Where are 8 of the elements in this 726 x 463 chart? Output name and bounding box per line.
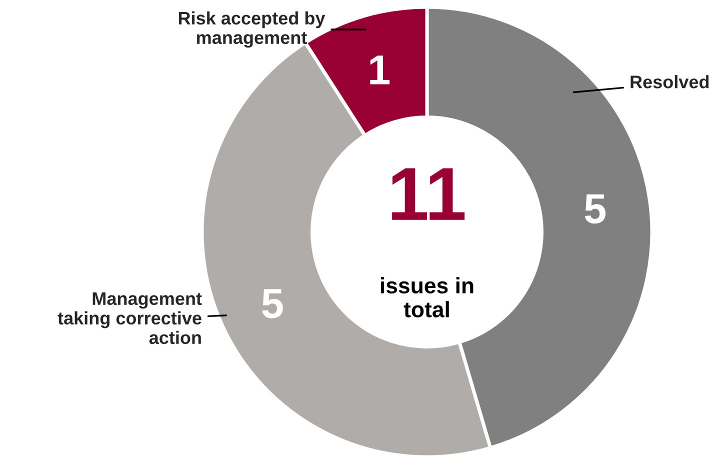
slice-label: Management taking corrective action — [58, 292, 202, 344]
data-label: 1 — [370, 56, 390, 84]
data-label: 5 — [584, 194, 606, 224]
data-label: 5 — [262, 289, 283, 318]
text: issues in total — [381, 277, 474, 318]
slice-label: Risk accepted by management — [178, 11, 326, 48]
slice-label: Resolved — [630, 75, 709, 88]
text: 11 — [392, 168, 465, 220]
